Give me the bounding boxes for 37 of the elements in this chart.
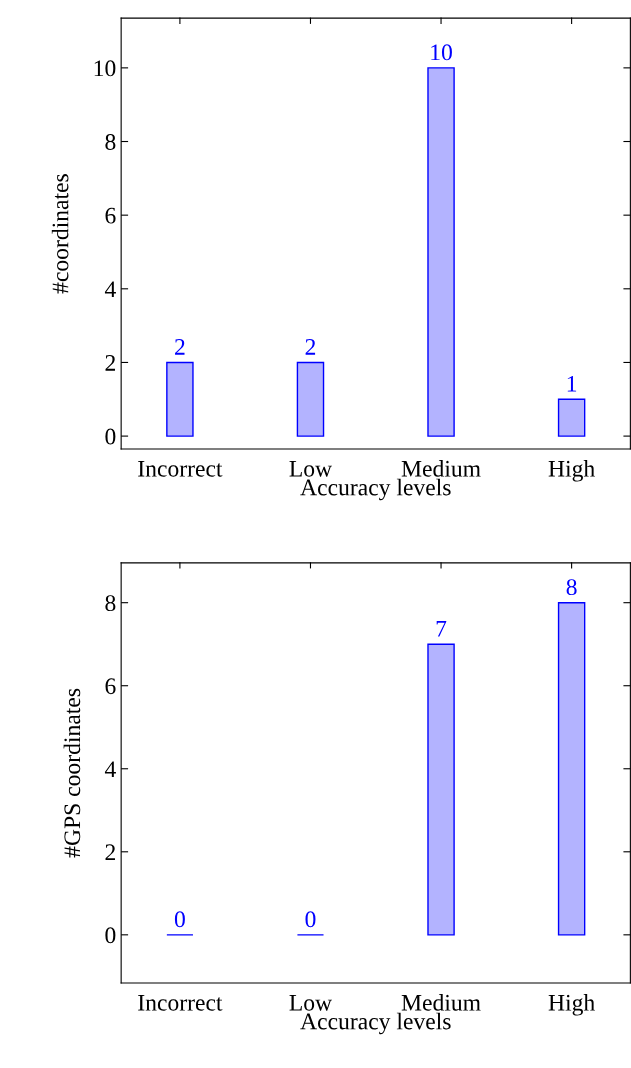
- bar: [427, 643, 455, 936]
- x-tick-label: Incorrect: [138, 461, 223, 477]
- x-axis-title: Accuracy levels: [300, 1012, 451, 1035]
- y-tick-label: 2: [105, 844, 115, 860]
- y-tick-label: 4: [104, 761, 116, 777]
- y-tick-label: 8: [105, 134, 116, 150]
- y-tick-label: 4: [104, 281, 116, 297]
- y-axis-title: #GPS coordinates: [63, 688, 81, 858]
- y-tick-label: 6: [105, 678, 116, 695]
- y-tick-label: 2: [105, 355, 115, 371]
- y-tick-label: 10: [94, 60, 116, 77]
- x-tick-label: Low: [289, 995, 333, 1011]
- x-tick-label: High: [548, 994, 595, 1016]
- data-label: 1: [567, 375, 577, 392]
- data-label: 8: [566, 579, 577, 596]
- data-label: 2: [305, 339, 316, 355]
- y-tick-label: 0: [105, 428, 116, 445]
- bar: [166, 361, 194, 437]
- y-tick-label: 0: [105, 927, 116, 944]
- x-tick-label: High: [548, 460, 595, 482]
- x-tick-label: Medium: [401, 994, 481, 1011]
- bar: [427, 67, 455, 437]
- bar: [296, 361, 325, 437]
- data-label: 2: [175, 339, 185, 355]
- data-label: 10: [431, 44, 452, 61]
- y-axis-title: #coordinates: [51, 174, 69, 294]
- data-label: 7: [436, 620, 447, 637]
- y-tick-label: 8: [105, 595, 116, 612]
- x-tick-label: Low: [289, 461, 333, 477]
- x-tick-label: Incorrect: [138, 995, 223, 1011]
- data-label: 0: [305, 911, 316, 928]
- data-label: 0: [174, 911, 185, 928]
- bar: [557, 398, 586, 437]
- x-tick-label: Medium: [401, 460, 481, 477]
- bar: [557, 601, 586, 936]
- y-tick-label: 6: [105, 207, 116, 224]
- x-axis-title: Accuracy levels: [300, 478, 451, 501]
